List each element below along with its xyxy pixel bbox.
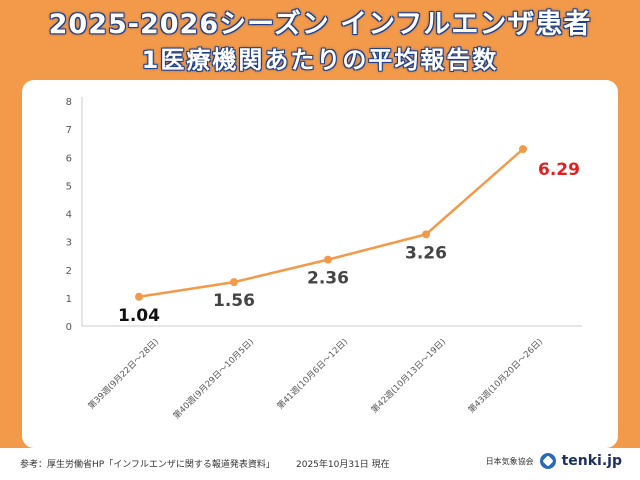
y-tick-label: 3 [66, 238, 72, 249]
brand-name: tenki.jp [561, 453, 622, 469]
y-tick-label: 8 [66, 97, 72, 108]
x-tick-label: 第41週(10月6日～12日) [275, 336, 350, 411]
data-point [422, 230, 430, 239]
source-note: 参考：厚生労働省HP「インフルエンザに関する報道発表資料」 [20, 460, 275, 470]
data-label: 3.26 [405, 243, 447, 263]
x-tick-label: 第42週(10月13日～19日) [369, 336, 448, 415]
as-of-date: 2025年10月31日 現在 [296, 460, 390, 470]
line-chart: 0 1 2 3 4 5 6 7 8 第39週(9月22日～28日) 第40週(9月29日～10月5日… [66, 97, 582, 421]
chart-title: 2025-2026シーズン インフルエンザ患者 [48, 9, 592, 40]
x-tick-label: 第43週(10月20日～26日) [466, 336, 545, 415]
data-label: 6.29 [538, 160, 580, 180]
y-tick-label: 4 [66, 210, 72, 221]
chart-panel: 0 1 2 3 4 5 6 7 8 第39週(9月22日～28日) 第40週(9月29日～10月5日… [22, 80, 618, 448]
y-tick-label: 2 [66, 266, 72, 277]
credit: 日本気象協会 tenki.jp [486, 453, 622, 469]
y-tick-label: 7 [66, 125, 72, 136]
y-tick-label: 5 [66, 181, 72, 192]
tenki-logo-icon [539, 453, 556, 469]
org-name: 日本気象協会 [485, 456, 534, 466]
y-tick-label: 0 [66, 322, 72, 333]
footer: 参考：厚生労働省HP「インフルエンザに関する報道発表資料」 2025年10月31… [0, 448, 640, 480]
x-tick-label: 第40週(9月29日～10月5日) [171, 336, 256, 421]
y-tick-label: 6 [66, 153, 72, 164]
y-tick-label: 1 [66, 294, 72, 305]
data-label: 1.04 [118, 306, 160, 326]
data-point [230, 278, 238, 287]
data-label: 2.36 [307, 269, 349, 289]
data-point [324, 255, 332, 264]
data-point [135, 292, 143, 301]
x-tick-label: 第39週(9月22日～28日) [86, 336, 161, 411]
data-point [519, 145, 527, 154]
chart-subtitle: 1医療機関あたりの平均報告数 [141, 46, 499, 74]
data-label: 1.56 [213, 291, 255, 311]
